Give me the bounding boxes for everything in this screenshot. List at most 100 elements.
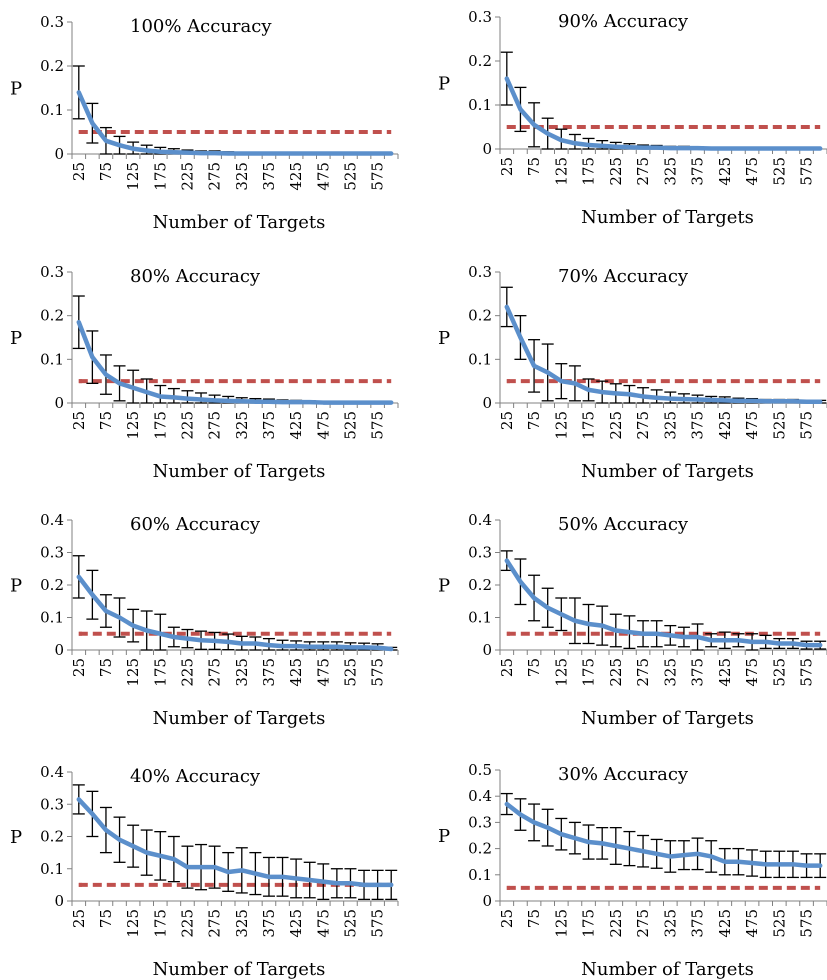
- x-tick-label: 125: [124, 658, 142, 687]
- y-tick-label: 0: [54, 892, 64, 910]
- y-tick-label: 0: [54, 394, 64, 412]
- x-tick-label: 225: [607, 157, 625, 186]
- x-tick-label: 75: [525, 157, 543, 176]
- x-tick-label: 225: [178, 658, 196, 687]
- y-tick-label: 0.1: [40, 860, 64, 878]
- x-tick-label: 375: [689, 909, 707, 938]
- chart-title: 90% Accuracy: [558, 11, 689, 32]
- x-tick-label: 425: [287, 658, 305, 687]
- x-tick-label: 25: [498, 658, 516, 677]
- y-tick-label: 0.1: [40, 350, 64, 368]
- x-tick-label: 25: [70, 162, 88, 181]
- x-tick-label: 575: [798, 157, 816, 186]
- y-axis-label: P: [438, 328, 450, 349]
- x-tick-label: 525: [341, 411, 359, 440]
- y-tick-label: 0.4: [468, 787, 492, 805]
- x-tick-label: 575: [369, 909, 387, 938]
- x-tick-label: 425: [716, 157, 734, 186]
- x-tick-label: 325: [661, 658, 679, 687]
- y-tick-label: 0.2: [40, 307, 64, 325]
- mean-line: [76, 319, 394, 405]
- x-tick-label: 375: [260, 411, 278, 440]
- x-axis-label: Number of Targets: [581, 207, 754, 228]
- x-axis-label: Number of Targets: [153, 212, 326, 233]
- x-tick-label: 75: [525, 658, 543, 677]
- chart-panel: 0 0.1 0.2 0.3 25 75 125 175 225 275 325 375 425 475 52…: [10, 13, 399, 233]
- x-tick-label: 75: [525, 411, 543, 430]
- x-tick-label: 225: [607, 658, 625, 687]
- y-tick-label: 0.3: [40, 795, 64, 813]
- x-axis-label: Number of Targets: [153, 959, 326, 980]
- y-axis-label: P: [10, 79, 22, 100]
- x-tick-label: 75: [97, 658, 115, 677]
- x-tick-label: 325: [661, 411, 679, 440]
- x-tick-label: 125: [124, 411, 142, 440]
- x-tick-label: 475: [743, 411, 761, 440]
- x-tick-label: 325: [233, 658, 251, 687]
- chart-title: 30% Accuracy: [558, 764, 689, 785]
- mean-line: [76, 574, 394, 652]
- x-tick-label: 175: [151, 658, 169, 687]
- x-tick-label: 275: [634, 157, 652, 186]
- x-tick-label: 425: [287, 909, 305, 938]
- y-tick-label: 0: [482, 140, 492, 158]
- y-tick-label: 0.1: [40, 101, 64, 119]
- mean-line: [504, 558, 823, 648]
- x-tick-label: 275: [206, 909, 224, 938]
- x-tick-label: 525: [770, 157, 788, 186]
- x-tick-label: 25: [70, 411, 88, 430]
- x-tick-label: 475: [314, 909, 332, 938]
- x-tick-label: 25: [70, 909, 88, 928]
- x-tick-label: 75: [525, 909, 543, 928]
- x-tick-label: 325: [661, 909, 679, 938]
- x-tick-label: 425: [716, 411, 734, 440]
- x-tick-label: 175: [151, 909, 169, 938]
- y-tick-label: 0.2: [468, 307, 492, 325]
- y-tick-label: 0.2: [40, 828, 64, 846]
- x-tick-label: 125: [552, 157, 570, 186]
- x-tick-label: 225: [607, 909, 625, 938]
- x-tick-label: 525: [770, 658, 788, 687]
- x-tick-label: 425: [287, 162, 305, 191]
- x-tick-label: 325: [233, 162, 251, 191]
- chart-panel: 0 0.1 0.2 0.3 0.4 25 75 125 175 225 275 325 375 425 47…: [10, 763, 399, 980]
- y-axis-label: P: [438, 826, 450, 847]
- mean-line: [76, 90, 394, 156]
- x-tick-label: 525: [341, 162, 359, 191]
- x-tick-label: 275: [634, 909, 652, 938]
- x-tick-label: 175: [151, 411, 169, 440]
- y-axis-label: P: [438, 74, 450, 95]
- x-tick-label: 375: [689, 658, 707, 687]
- x-tick-label: 25: [498, 411, 516, 430]
- x-tick-label: 575: [369, 658, 387, 687]
- x-tick-label: 325: [233, 411, 251, 440]
- y-tick-label: 0: [482, 394, 492, 412]
- x-tick-label: 375: [260, 658, 278, 687]
- y-axis-label: P: [10, 827, 22, 848]
- x-tick-label: 175: [151, 162, 169, 191]
- x-tick-label: 425: [716, 658, 734, 687]
- y-tick-label: 0.4: [40, 763, 64, 781]
- mean-line: [76, 797, 394, 888]
- y-tick-label: 0.2: [40, 576, 64, 594]
- y-tick-label: 0.4: [468, 511, 492, 529]
- y-tick-label: 0.2: [40, 57, 64, 75]
- x-tick-label: 125: [552, 658, 570, 687]
- x-axis-label: Number of Targets: [153, 708, 326, 729]
- y-tick-label: 0: [54, 641, 64, 659]
- x-tick-label: 25: [498, 157, 516, 176]
- chart-panel: 0 0.1 0.2 0.3 0.4 0.5 25 75 125 175 225 275 325 375 42…: [438, 761, 827, 980]
- x-tick-label: 125: [124, 162, 142, 191]
- chart-title: 70% Accuracy: [558, 266, 689, 287]
- x-tick-label: 275: [206, 411, 224, 440]
- x-tick-label: 525: [770, 909, 788, 938]
- y-tick-label: 0.1: [468, 866, 492, 884]
- x-tick-label: 375: [689, 157, 707, 186]
- y-axis-label: P: [10, 576, 22, 597]
- x-axis-label: Number of Targets: [153, 461, 326, 482]
- x-tick-label: 225: [178, 909, 196, 938]
- x-tick-label: 425: [287, 411, 305, 440]
- x-tick-label: 275: [206, 162, 224, 191]
- y-tick-label: 0: [482, 641, 492, 659]
